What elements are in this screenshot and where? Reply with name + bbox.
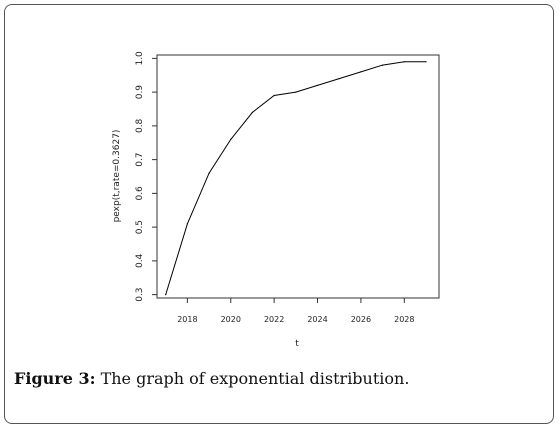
x-tick-label: 2028 (394, 315, 414, 324)
y-axis: 0.3 0.4 0.5 0.6 0.7 0.8 0.9 1.0 (135, 51, 157, 302)
y-tick-label: 0.8 (135, 118, 145, 133)
data-point (403, 61, 405, 63)
data-point (425, 61, 427, 63)
plot-area-border (156, 54, 440, 299)
data-point (295, 91, 297, 93)
data-point (316, 84, 319, 86)
chart: 2018 2020 2022 2024 2026 2028 0.3 0.4 0.5 0.6 0.7… (112, 51, 440, 349)
x-tick-label: 2018 (177, 315, 197, 324)
data-point (338, 78, 340, 80)
data-points (165, 61, 427, 296)
x-tick-label: 2026 (351, 315, 371, 324)
data-point (360, 71, 362, 73)
data-point (230, 138, 232, 140)
data-point (382, 64, 384, 66)
caption-label: Figure 3: (14, 369, 96, 388)
data-point (208, 172, 210, 174)
data-point (165, 294, 167, 296)
figure-caption: Figure 3: The graph of exponential distr… (14, 369, 544, 388)
figure-frame (4, 4, 554, 424)
data-point (186, 223, 188, 225)
x-axis-title: t (295, 339, 299, 349)
x-tick-label: 2022 (264, 315, 284, 324)
data-point (251, 111, 254, 113)
y-tick-label: 0.7 (135, 152, 145, 166)
y-tick-label: 0.9 (135, 85, 145, 100)
series-line (165, 61, 426, 295)
y-tick-label: 0.3 (135, 287, 145, 301)
x-axis: 2018 2020 2022 2024 2026 2028 (177, 298, 414, 324)
x-tick-label: 2020 (221, 315, 241, 324)
caption-text: The graph of exponential distribution. (95, 369, 410, 388)
y-tick-label: 0.6 (135, 186, 145, 201)
x-tick-label: 2024 (307, 315, 327, 324)
data-point (273, 94, 275, 97)
y-tick-label: 0.5 (135, 220, 145, 234)
y-tick-label: 1.0 (135, 51, 145, 66)
y-axis-title: pexp(t,rate=0.3627) (112, 130, 122, 223)
y-tick-label: 0.4 (135, 253, 145, 268)
